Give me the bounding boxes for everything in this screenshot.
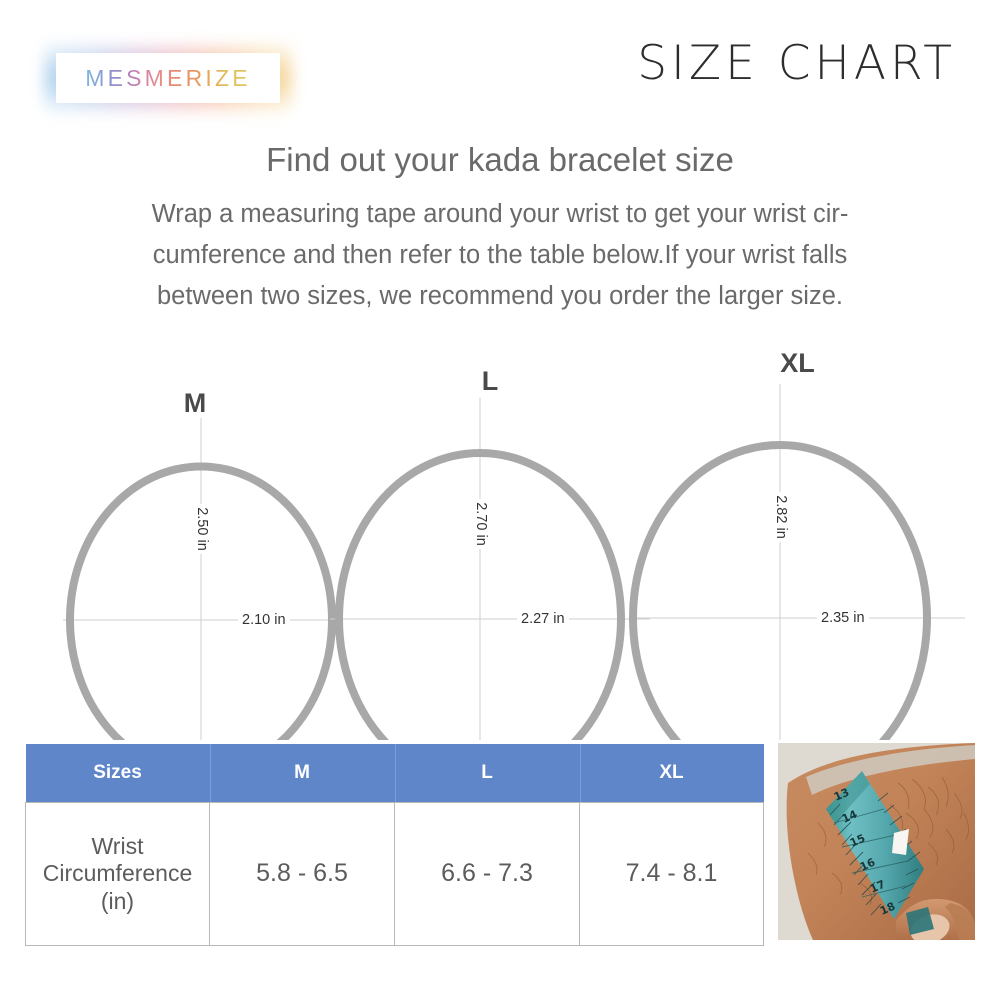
diagram-xl-height-label: 2.82 in [769,492,793,542]
diagram-xl-width-label: 2.35 in [817,610,869,626]
table-row: Wrist Circumference (in) 5.8 - 6.5 6.6 -… [25,802,764,946]
intro-line-1: Wrap a measuring tape around your wrist … [151,199,849,228]
diagram-l-svg [330,398,650,740]
size-table: Sizes M L XL Wrist Circumference (in) 5.… [25,744,764,946]
diagram-l-width-label: 2.27 in [517,611,569,627]
row-label-line-3: (in) [100,887,135,914]
row-label-line-1: Wrist [91,833,144,860]
page-title: SIZE CHART [637,36,956,91]
diagram-m-label: M [183,388,207,418]
diagram-m-height-label: 2.50 in [190,504,214,554]
intro-line-2: cumference and then refer to the table b… [152,240,848,269]
diagram-m-width-label: 2.10 in [238,612,290,628]
table-header-row: Sizes M L XL [25,744,764,803]
diagram-xl: XL 2.82 in 2.35 in [625,350,970,740]
tape-mark-16: 16 [858,855,878,873]
diagram-l: L 2.70 in 2.27 in [325,368,655,740]
intro-block: Find out your kada bracelet size Wrap a … [50,140,950,317]
tape-mark-15: 15 [848,832,867,850]
wrist-measurement-photo: 13 14 15 16 17 18 [778,743,975,940]
table-header-l: L [394,744,580,803]
size-diagrams: M 2.50 in 2.10 in L 2.70 in 2.27 in XL 2… [0,340,1000,740]
diagram-xl-svg [629,384,965,740]
row-label-wrist-circumference: Wrist Circumference (in) [25,802,210,946]
cell-xl-range: 7.4 - 8.1 [579,802,764,946]
cell-l-range: 6.6 - 7.3 [394,802,580,946]
diagram-m-svg [63,418,340,740]
table-header-m: M [209,744,395,803]
tape-mark-14: 14 [840,807,860,825]
diagram-m: M 2.50 in 2.10 in [40,390,350,740]
logo-wordmark: MESMERIZE [85,64,251,91]
cell-m-range: 5.8 - 6.5 [209,802,395,946]
logo-card: MESMERIZE [56,53,280,103]
diagram-xl-label: XL [780,348,815,378]
intro-line-3: between two sizes, we recommend you orde… [157,282,843,311]
diagram-l-height-label: 2.70 in [469,499,493,549]
tape-mark-18: 18 [878,900,897,918]
tape-mark-17: 17 [868,878,887,896]
table-header-sizes: Sizes [25,744,210,803]
table-header-xl: XL [579,744,764,803]
diagram-l-label: L [481,366,499,396]
intro-heading: Find out your kada bracelet size [266,141,734,178]
row-label-line-2: Circumference [42,860,193,887]
brand-logo: MESMERIZE [44,42,292,114]
tape-mark-13: 13 [832,786,851,804]
